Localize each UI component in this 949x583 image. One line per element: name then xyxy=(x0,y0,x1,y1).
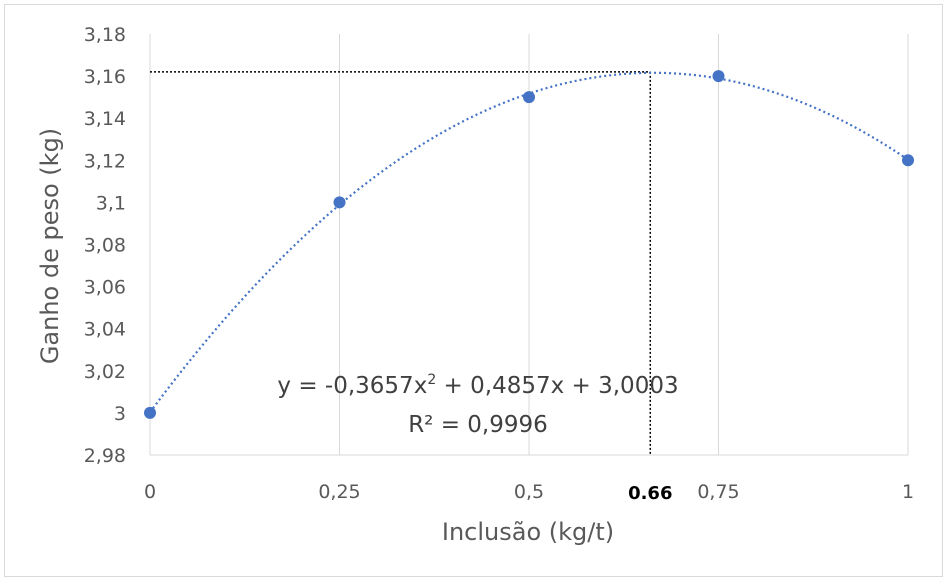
trendline-r2: R² = 0,9996 xyxy=(408,412,548,438)
y-tick-labels: 2,98 3 3,02 3,04 3,06 3,08 3,1 3,12 3,14 3,16 3,18 xyxy=(84,24,126,467)
y-tick-label: 3,16 xyxy=(84,66,126,88)
equation-exponent: 2 xyxy=(427,372,436,388)
y-tick-label: 2,98 xyxy=(84,445,126,467)
y-tick-label: 3,18 xyxy=(84,24,126,46)
y-tick-label: 3,02 xyxy=(84,361,126,383)
optimum-x-label: 0.66 xyxy=(628,483,672,504)
grid-lines xyxy=(149,34,909,456)
data-points xyxy=(144,70,914,419)
y-tick-label: 3,04 xyxy=(84,319,126,341)
data-point xyxy=(712,70,725,83)
y-tick-label: 3,06 xyxy=(84,277,126,299)
y-tick-label: 3 xyxy=(114,403,126,425)
equation-main: y = -0,3657x xyxy=(277,373,427,399)
y-tick-label: 3,12 xyxy=(84,150,126,172)
y-axis-title: Ganho de peso (kg) xyxy=(36,128,64,364)
chart-frame xyxy=(4,4,943,577)
x-tick-label: 0,75 xyxy=(697,481,739,503)
x-tick-labels: 0 0,25 0,5 0,75 1 xyxy=(144,481,914,503)
x-tick-label: 0,5 xyxy=(514,481,544,503)
equation-rest: + 0,4857x + 3,0003 xyxy=(436,373,678,399)
data-point xyxy=(333,196,346,209)
x-axis-title: Inclusão (kg/t) xyxy=(442,518,614,546)
x-tick-label: 0 xyxy=(144,481,156,503)
data-point xyxy=(144,406,156,419)
optimum-guides xyxy=(150,71,652,455)
y-tick-label: 3,1 xyxy=(96,192,126,214)
data-point xyxy=(902,154,914,167)
trendline xyxy=(149,71,909,413)
x-tick-label: 0,25 xyxy=(318,481,360,503)
trendline-equation: y = -0,3657x2 + 0,4857x + 3,0003 xyxy=(277,372,678,399)
data-point xyxy=(523,91,535,104)
y-tick-label: 3,08 xyxy=(84,235,126,257)
x-tick-label: 1 xyxy=(902,481,914,503)
y-tick-label: 3,14 xyxy=(84,108,126,130)
